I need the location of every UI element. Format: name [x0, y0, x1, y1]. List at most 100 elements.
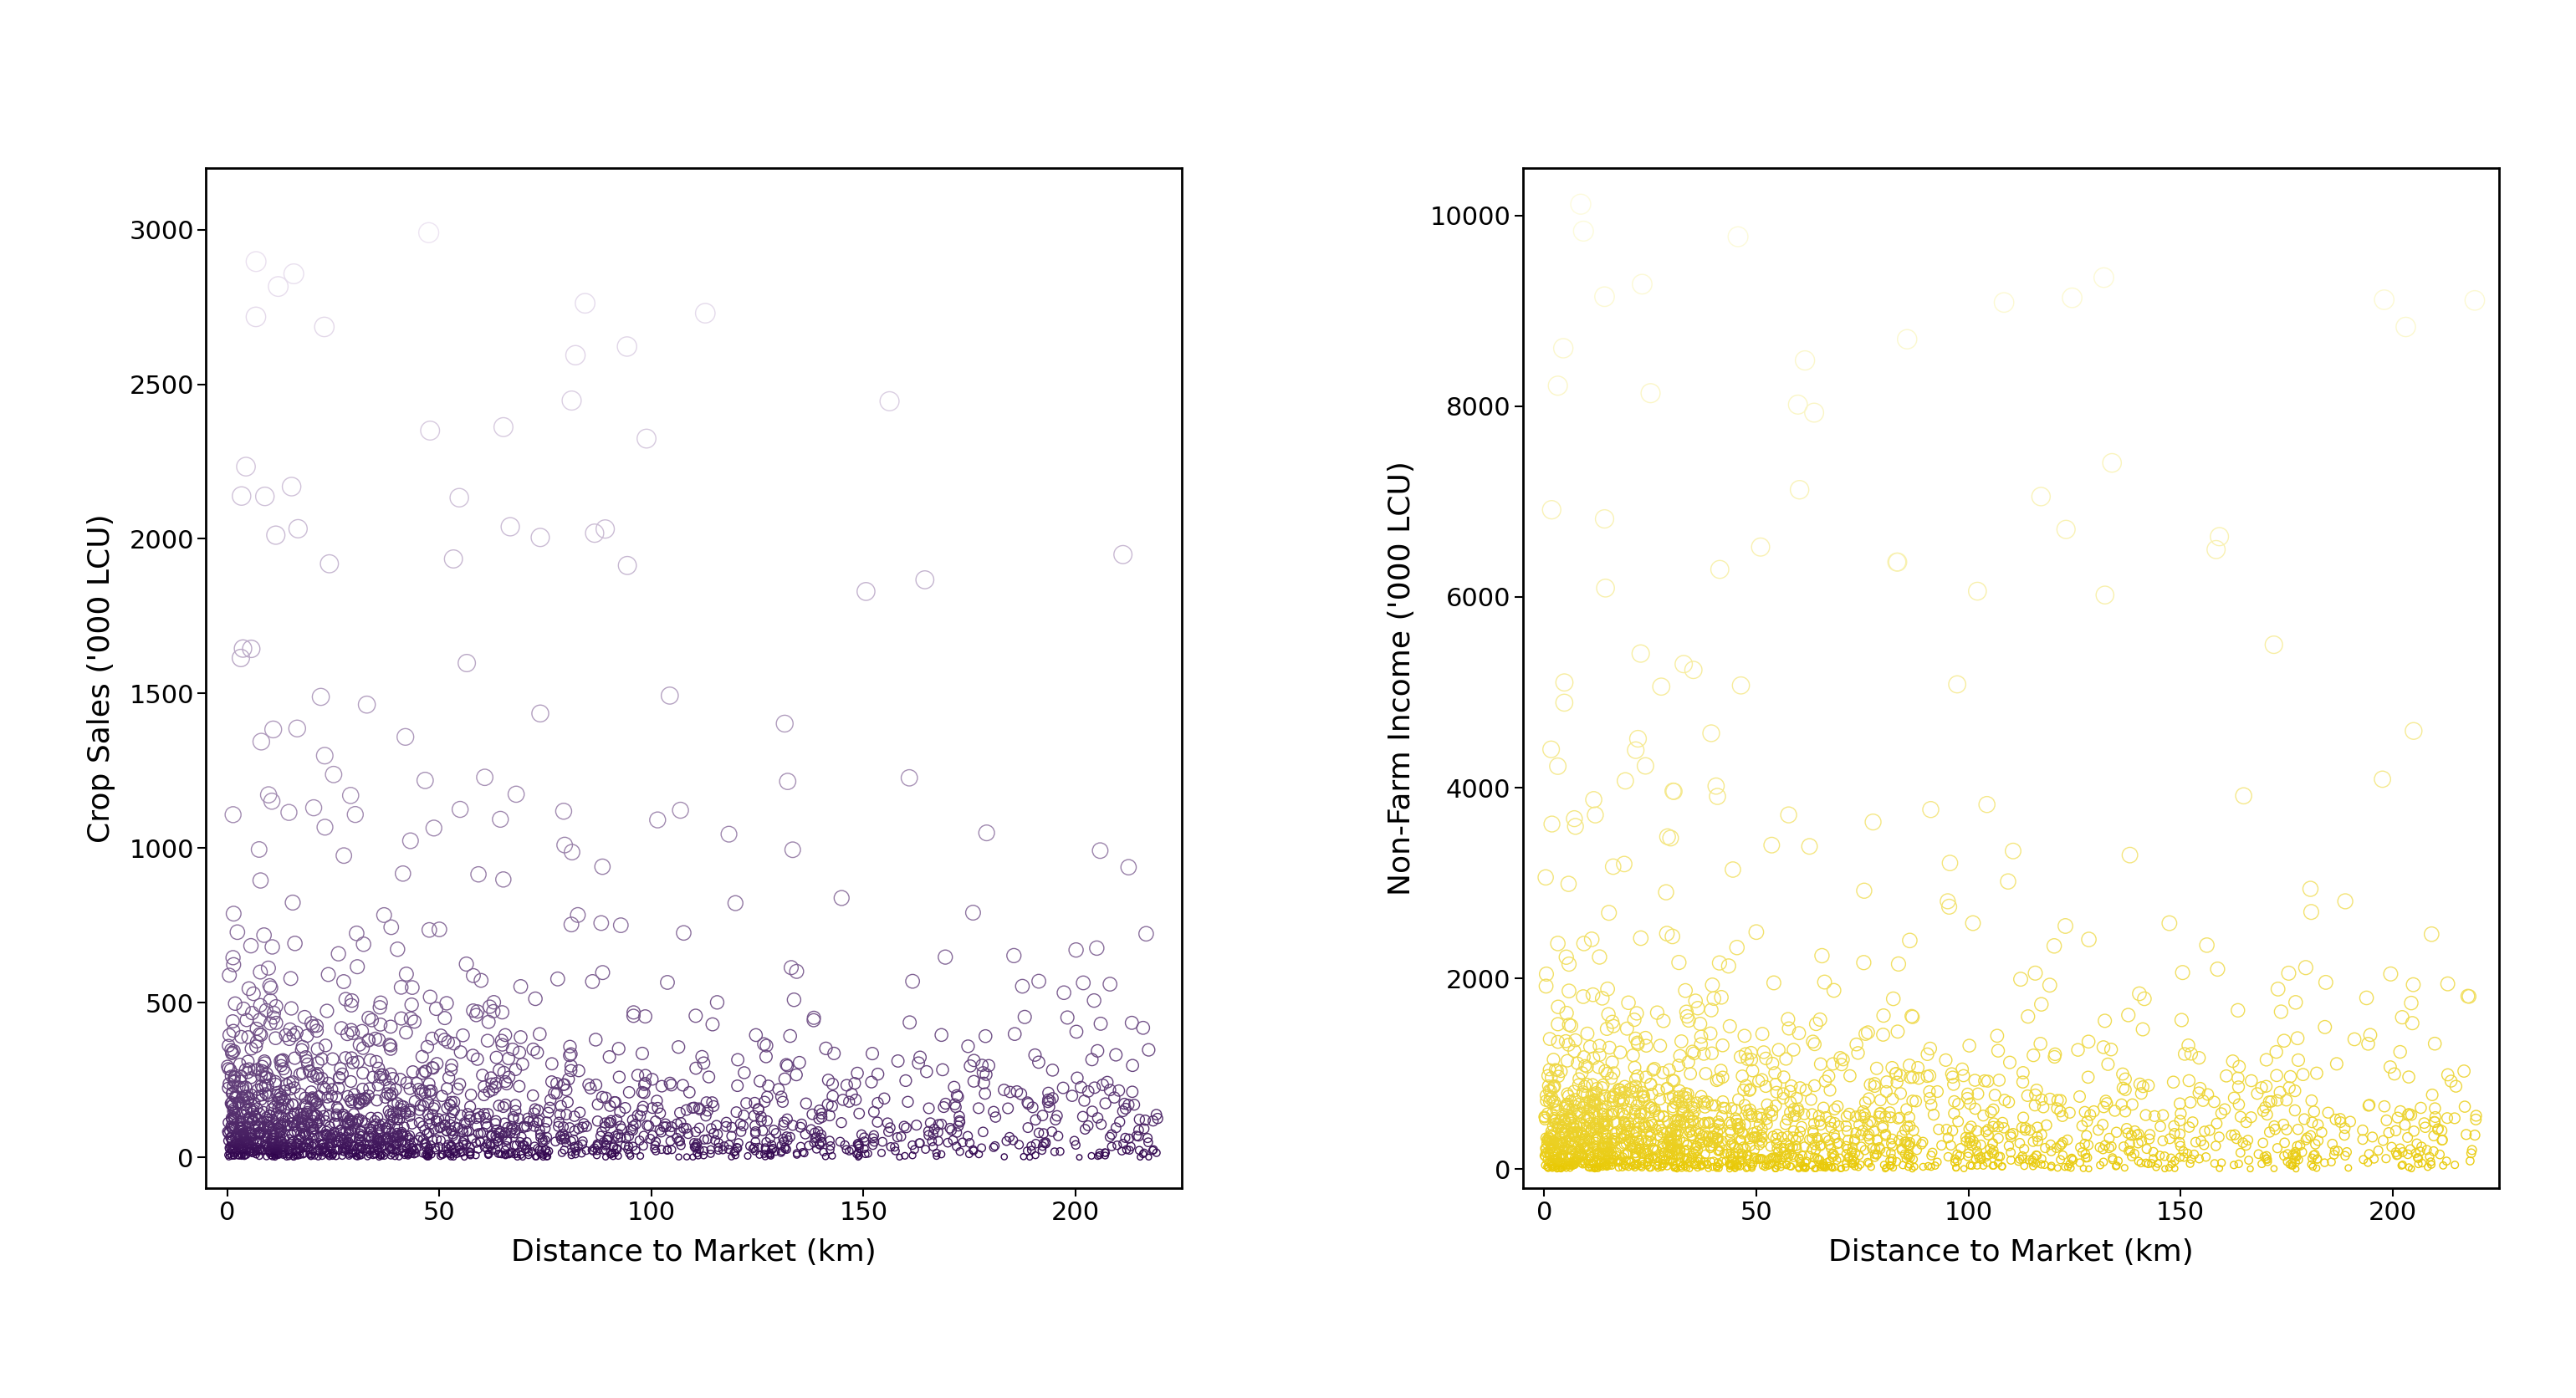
Point — [386, 963, 428, 986]
Point — [1667, 1083, 1708, 1106]
Point — [1543, 1109, 1584, 1131]
Point — [348, 1029, 389, 1051]
Point — [2014, 962, 2056, 984]
Point — [317, 1097, 358, 1120]
Point — [1613, 1121, 1654, 1144]
Point — [1638, 1114, 1680, 1137]
Point — [1935, 1152, 1976, 1174]
Point — [755, 1123, 796, 1145]
Point — [2002, 1071, 2043, 1093]
Point — [1108, 1127, 1149, 1149]
Point — [698, 1139, 739, 1162]
Point — [1641, 1121, 1682, 1144]
Point — [1600, 1127, 1641, 1149]
Point — [245, 1106, 286, 1128]
Point — [1530, 1146, 1571, 1169]
Point — [1628, 1148, 1669, 1170]
Point — [214, 1067, 255, 1089]
Point — [1577, 1117, 1618, 1139]
Point — [1618, 1130, 1659, 1152]
Point — [1914, 1155, 1955, 1177]
Point — [1677, 1146, 1718, 1169]
Point — [258, 1083, 299, 1106]
Point — [211, 1130, 252, 1152]
Point — [523, 1131, 564, 1153]
Point — [2375, 1141, 2416, 1163]
Point — [1873, 1057, 1914, 1079]
Point — [294, 1118, 335, 1141]
Point — [273, 1071, 314, 1093]
Point — [260, 1130, 301, 1152]
Point — [420, 1145, 461, 1167]
Point — [1551, 1015, 1592, 1037]
Point — [224, 456, 265, 478]
Point — [1752, 1125, 1793, 1148]
Point — [2143, 1130, 2184, 1152]
Point — [224, 1058, 265, 1081]
Point — [969, 1054, 1010, 1076]
Point — [2117, 1123, 2159, 1145]
Point — [2197, 1113, 2239, 1135]
Point — [312, 1127, 353, 1149]
Point — [1528, 1149, 1569, 1172]
Point — [286, 1137, 327, 1159]
Point — [252, 1109, 294, 1131]
Point — [307, 1072, 348, 1095]
Point — [1680, 1148, 1721, 1170]
Point — [1728, 1135, 1770, 1158]
Point — [966, 1064, 1007, 1086]
Point — [355, 1127, 397, 1149]
Point — [2179, 1148, 2221, 1170]
Point — [2007, 1085, 2048, 1107]
Point — [963, 1072, 1005, 1095]
Point — [330, 784, 371, 807]
Point — [2342, 1148, 2383, 1170]
Point — [703, 1135, 744, 1158]
Point — [211, 1043, 252, 1065]
Point — [2375, 1062, 2416, 1085]
Point — [227, 1026, 268, 1048]
Point — [1540, 1146, 1582, 1169]
Point — [2110, 844, 2151, 867]
Point — [1582, 1097, 1623, 1120]
Point — [940, 1141, 981, 1163]
Point — [343, 1062, 384, 1085]
Point — [376, 1121, 417, 1144]
Point — [291, 1110, 332, 1132]
Point — [793, 1121, 835, 1144]
Point — [623, 1125, 665, 1148]
Point — [1615, 1002, 1656, 1025]
Point — [477, 1131, 518, 1153]
Point — [250, 977, 291, 1000]
Point — [2169, 1069, 2210, 1092]
Point — [1721, 1149, 1762, 1172]
Point — [1801, 1134, 1842, 1156]
Point — [1649, 1137, 1690, 1159]
Point — [1561, 1141, 1602, 1163]
Point — [2218, 1093, 2259, 1116]
Point — [2154, 1123, 2195, 1145]
Point — [659, 1121, 701, 1144]
Point — [1566, 1083, 1607, 1106]
Point — [495, 783, 536, 805]
Point — [837, 1144, 878, 1166]
Point — [227, 1085, 268, 1107]
Point — [294, 1118, 335, 1141]
Point — [1829, 1103, 1870, 1125]
Point — [636, 1089, 677, 1111]
Point — [665, 1099, 706, 1121]
Point — [1991, 1149, 2032, 1172]
Point — [1613, 1107, 1654, 1130]
Point — [690, 1117, 732, 1139]
Point — [595, 1090, 636, 1113]
Point — [1736, 1148, 1777, 1170]
Point — [348, 1078, 389, 1100]
Point — [809, 1130, 850, 1152]
Point — [1610, 1128, 1651, 1151]
Point — [392, 976, 433, 998]
Point — [237, 1085, 278, 1107]
Point — [301, 1124, 343, 1146]
Point — [858, 1062, 899, 1085]
Point — [963, 1061, 1005, 1083]
Point — [1551, 1152, 1592, 1174]
